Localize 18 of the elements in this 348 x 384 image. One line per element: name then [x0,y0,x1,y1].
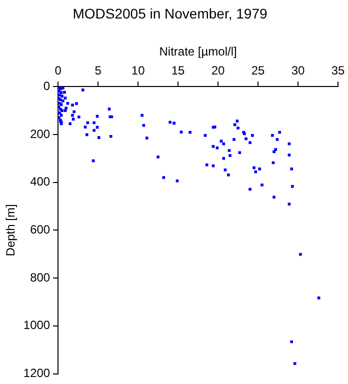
y-tick-label: 0 [43,78,50,93]
x-tick-label: 10 [131,64,146,78]
y-tick-label: 600 [30,222,50,237]
y-tick-label: 200 [30,126,50,141]
y-tick-label: 1200 [23,366,50,380]
x-axis-title: Nitrate [µmol/l] [159,44,237,58]
y-tick-label: 800 [30,270,50,284]
x-tick-label: 35 [331,64,345,78]
x-tick-label: 30 [291,64,306,78]
x-tick-label: 20 [211,64,226,78]
y-tick-label: 1000 [23,318,50,332]
x-tick-label: 0 [54,64,62,78]
y-axis-title: Depth [m] [4,204,18,256]
x-tick-label: 15 [171,64,186,78]
x-tick-label: 5 [94,64,102,78]
chart-title: MODS2005 in November, 1979 [72,5,268,22]
y-tick-label: 400 [30,174,50,189]
x-tick-label: 25 [251,64,266,78]
